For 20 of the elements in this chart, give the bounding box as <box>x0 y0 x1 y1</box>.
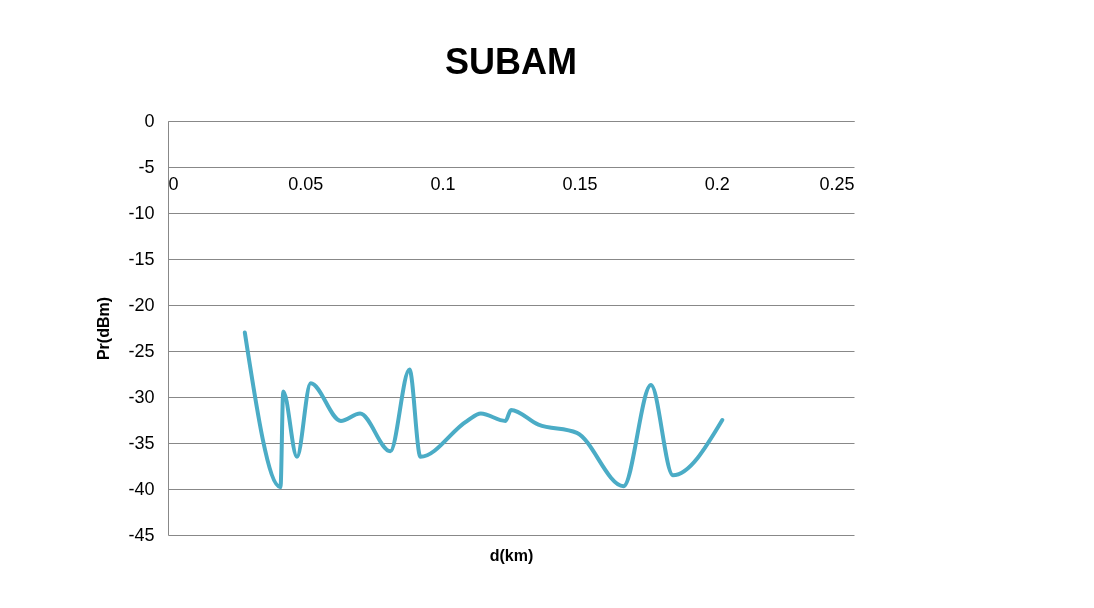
x-tick-label: 0.25 <box>819 173 855 194</box>
y-tick-label: -10 <box>128 202 155 223</box>
x-tick-label: 0.05 <box>288 173 324 194</box>
line-series <box>242 330 725 490</box>
x-tick-label: 0.2 <box>704 173 730 194</box>
x-tick-label: 0.15 <box>562 173 598 194</box>
y-axis-title: Pr(dBm) <box>95 296 113 361</box>
y-tick-label: -15 <box>128 248 155 269</box>
y-tick-label: -5 <box>138 156 155 177</box>
y-tick-label: -30 <box>128 386 155 407</box>
x-axis-title: d(km) <box>489 546 534 564</box>
x-tick-label: 0 <box>168 173 179 194</box>
y-tick-label: -40 <box>128 478 155 499</box>
y-tick-label: 0 <box>144 110 155 131</box>
y-tick-label: -45 <box>128 524 155 545</box>
x-tick-label: 0.1 <box>430 173 456 194</box>
chart-title: SUBAM <box>445 41 577 82</box>
y-tick-label: -25 <box>128 340 155 361</box>
y-tick-label: -20 <box>128 294 155 315</box>
y-tick-label: -35 <box>128 432 155 453</box>
